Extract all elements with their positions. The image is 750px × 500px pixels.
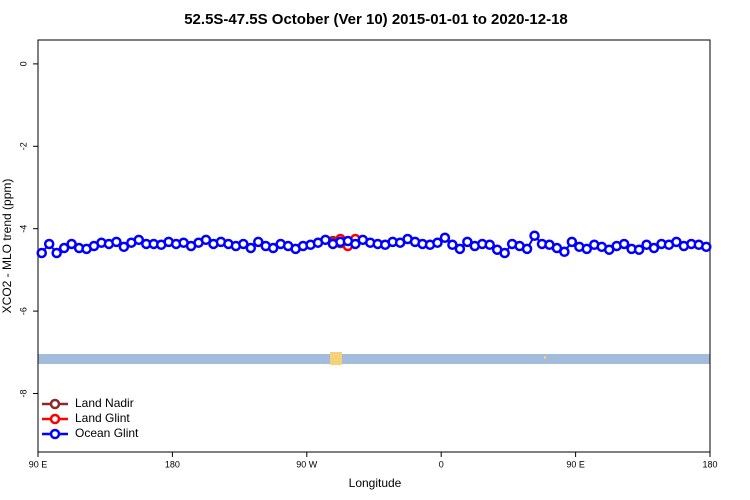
- data-point: [118, 241, 130, 253]
- data-point: [267, 242, 279, 254]
- data-point: [648, 242, 660, 254]
- legend-label: Land Glint: [75, 411, 130, 425]
- y-tick-label: -2: [18, 142, 28, 150]
- map-strip: [38, 352, 710, 365]
- data-point: [671, 236, 682, 248]
- data-point: [521, 243, 533, 255]
- legend-marker: [49, 398, 61, 410]
- data-point: [439, 232, 451, 244]
- y-tick-label: -6: [18, 307, 28, 315]
- data-point: [36, 247, 47, 259]
- x-tick-label: 90 E: [566, 459, 585, 469]
- data-point: [238, 238, 249, 250]
- data-point: [559, 246, 570, 258]
- data-point: [454, 243, 466, 255]
- chart-title: 52.5S-47.5S October (Ver 10) 2015-01-01 …: [184, 11, 568, 28]
- data-point: [51, 247, 62, 259]
- data-point: [447, 239, 458, 251]
- data-point: [462, 236, 473, 248]
- legend-label: Ocean Glint: [75, 426, 139, 440]
- data-point: [484, 239, 495, 251]
- data-point: [350, 238, 361, 250]
- x-axis-label: Longitude: [349, 476, 402, 490]
- y-tick-label: -8: [18, 389, 28, 397]
- data-point: [111, 236, 122, 248]
- data-point: [432, 237, 443, 248]
- ocean-strip: [38, 354, 710, 364]
- land-patch: [330, 352, 342, 365]
- legend-marker: [49, 413, 61, 425]
- data-point: [43, 238, 55, 250]
- y-tick-label: 0: [18, 61, 28, 66]
- y-tick-label: -4: [18, 225, 28, 233]
- data-point: [633, 244, 645, 255]
- data-point: [529, 230, 540, 241]
- data-point: [200, 234, 212, 246]
- y-axis-label: XCO2 - MLO trend (ppm): [0, 179, 14, 314]
- data-point: [66, 238, 77, 250]
- legend-marker: [49, 428, 61, 440]
- data-point: [253, 236, 264, 248]
- x-tick-label: 90 E: [29, 459, 48, 469]
- x-tick-label: 90 W: [296, 459, 318, 469]
- data-point: [566, 236, 578, 248]
- data-point: [618, 238, 630, 250]
- data-point: [499, 247, 510, 259]
- data-point: [133, 234, 145, 246]
- x-tick-label: 180: [165, 459, 180, 469]
- land-patch: [544, 356, 546, 359]
- x-tick-label: 0: [439, 459, 444, 469]
- data-point: [58, 242, 70, 254]
- data-point: [320, 234, 331, 246]
- data-point: [701, 241, 712, 253]
- data-point: [245, 242, 257, 254]
- legend-label: Land Nadir: [75, 396, 134, 410]
- x-tick-label: 180: [702, 459, 717, 469]
- data-point: [581, 243, 593, 255]
